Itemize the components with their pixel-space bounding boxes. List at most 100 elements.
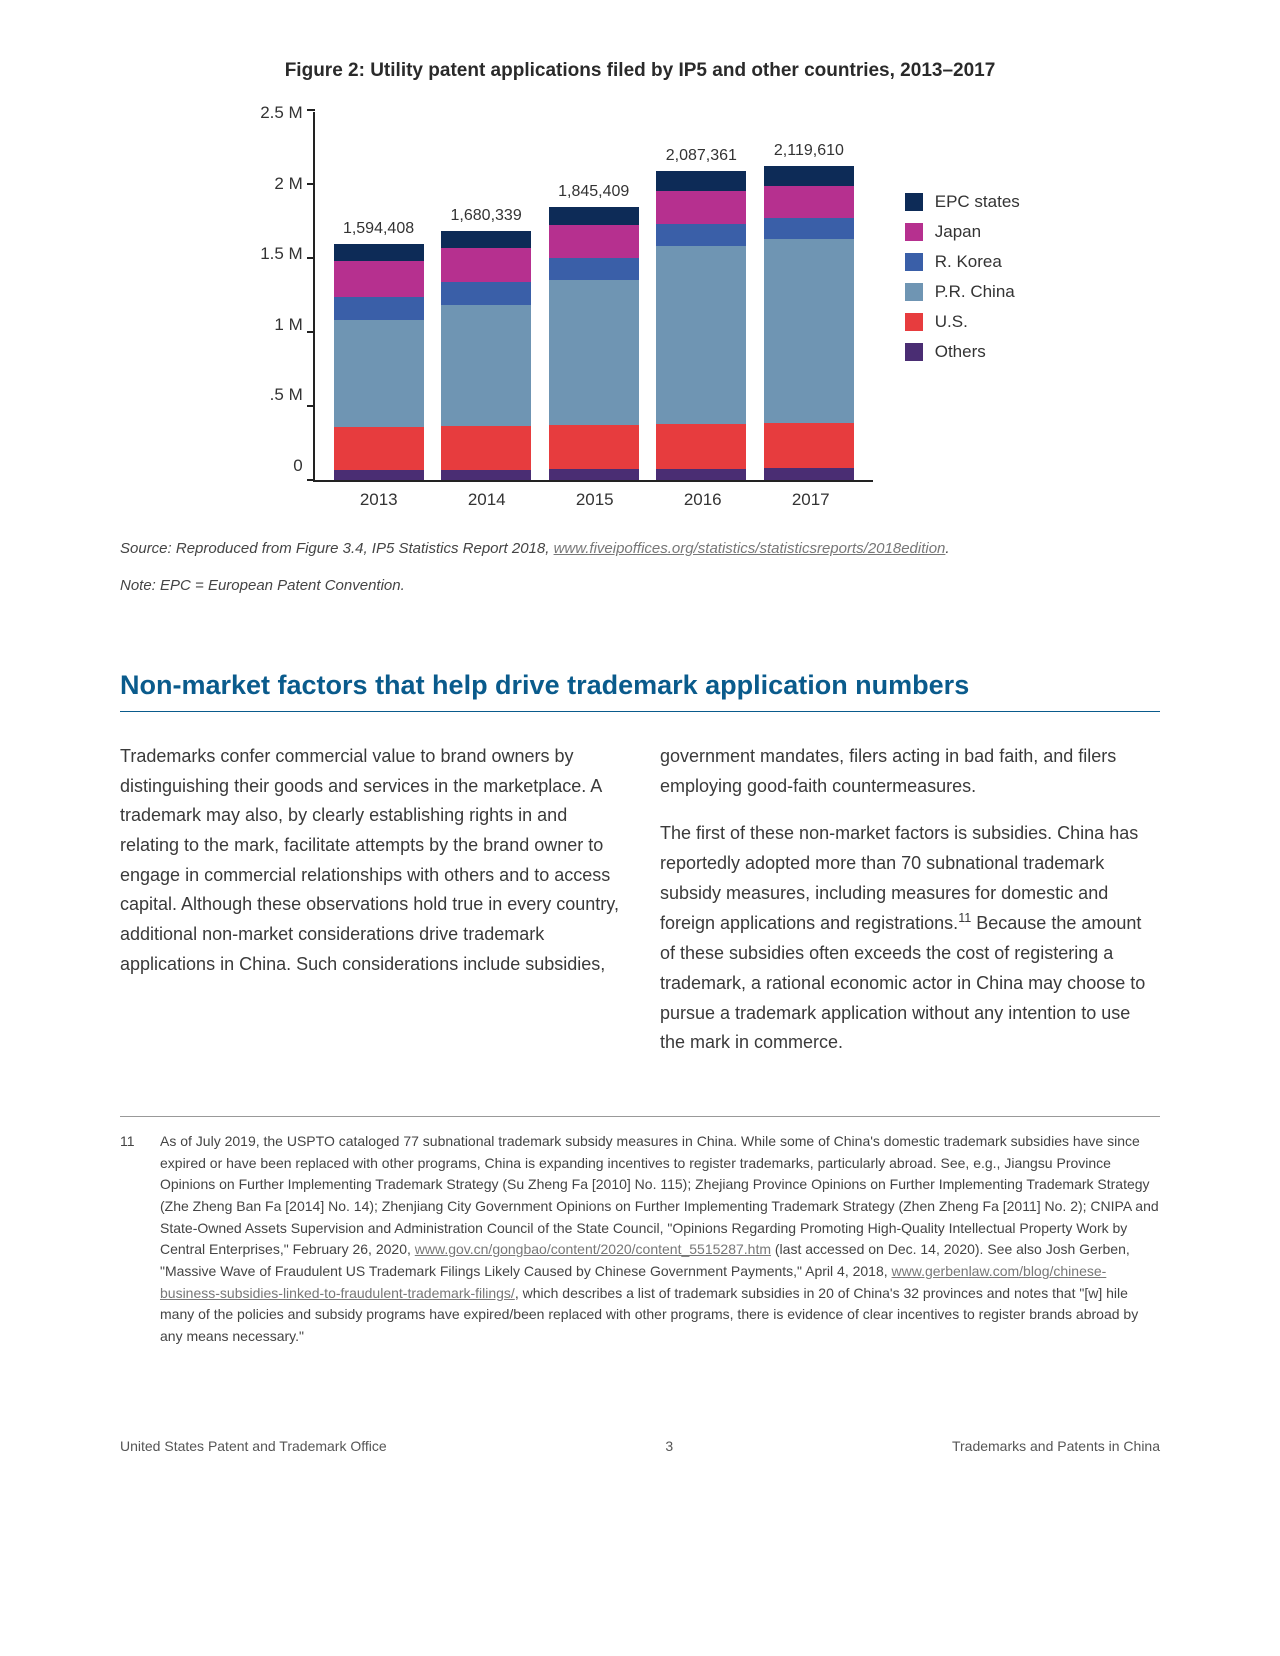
legend-item: Japan: [905, 222, 1020, 242]
footnote-ref: 11: [958, 911, 971, 925]
bar-segment: [764, 468, 854, 480]
bar-group: 2,087,361: [656, 147, 746, 480]
bar-segment: [334, 470, 424, 480]
footnote-rule: [120, 1116, 1160, 1117]
y-tick-label: 1 M: [274, 316, 302, 333]
bar-segment: [656, 469, 746, 480]
source-prefix: Source: Reproduced from Figure 3.4, IP5 …: [120, 540, 554, 557]
legend-label: EPC states: [935, 192, 1020, 212]
bar-segment: [549, 258, 639, 280]
x-tick-label: 2015: [550, 490, 640, 510]
bar-segment: [549, 425, 639, 469]
stacked-bar: [764, 166, 854, 480]
legend: EPC states Japan R. Korea P.R. China U.S. Oth…: [905, 112, 1020, 372]
bar-segment: [441, 470, 531, 480]
stacked-bar: [656, 171, 746, 480]
bar-segment: [549, 469, 639, 480]
plot-area: 1,594,408 1,680,339 1,845,409 2,087,361 2,11…: [313, 112, 873, 482]
bar-segment: [656, 224, 746, 246]
bar-group: 1,680,339: [441, 207, 531, 480]
legend-item: R. Korea: [905, 252, 1020, 272]
footer-right: Trademarks and Patents in China: [952, 1438, 1160, 1454]
bar-segment: [441, 282, 531, 305]
chart-container: 2.5 M2 M1.5 M1 M.5 M0 1,594,4081,680,339…: [120, 112, 1160, 510]
source-link[interactable]: www.fiveipoffices.org/statistics/statist…: [554, 540, 946, 557]
bar-segment: [656, 191, 746, 224]
legend-swatch: [905, 223, 923, 241]
footnote-link[interactable]: www.gov.cn/gongbao/content/2020/content_…: [415, 1241, 771, 1257]
bar-segment: [656, 171, 746, 191]
note-line: Note: EPC = European Patent Convention.: [120, 572, 1160, 601]
source-suffix: .: [945, 540, 949, 557]
bar-total-label: 1,845,409: [558, 183, 629, 201]
footnote-number: 11: [120, 1131, 160, 1348]
stacked-bar: [549, 207, 639, 480]
bar-segment: [764, 186, 854, 217]
legend-swatch: [905, 193, 923, 211]
legend-label: R. Korea: [935, 252, 1002, 272]
legend-swatch: [905, 253, 923, 271]
legend-swatch: [905, 283, 923, 301]
y-tick-mark: [307, 479, 315, 481]
y-tick-mark: [307, 331, 315, 333]
y-tick-label: 2 M: [274, 175, 302, 192]
bar-group: 1,594,408: [334, 220, 424, 480]
y-tick-mark: [307, 257, 315, 259]
bar-segment: [334, 261, 424, 297]
bar-segment: [764, 423, 854, 469]
bar-segment: [334, 244, 424, 261]
x-tick-label: 2013: [334, 490, 424, 510]
bar-group: 1,845,409: [549, 183, 639, 480]
column-left: Trademarks confer commercial value to br…: [120, 742, 620, 1076]
bar-segment: [764, 218, 854, 239]
bar-group: 2,119,610: [764, 142, 854, 480]
x-tick-label: 2016: [658, 490, 748, 510]
y-tick-label: .5 M: [270, 386, 303, 403]
y-tick-label: 2.5 M: [260, 104, 303, 121]
x-tick-label: 2014: [442, 490, 532, 510]
legend-item: Others: [905, 342, 1020, 362]
footer-left: United States Patent and Trademark Offic…: [120, 1438, 387, 1454]
section-heading: Non-market factors that help drive trade…: [120, 670, 1160, 712]
legend-label: P.R. China: [935, 282, 1015, 302]
body-text: Because the amount of these subsidies of…: [660, 913, 1145, 1052]
bar-segment: [441, 305, 531, 426]
legend-label: U.S.: [935, 312, 968, 332]
footnote: 11 As of July 2019, the USPTO cataloged …: [120, 1131, 1160, 1348]
x-tick-label: 2017: [766, 490, 856, 510]
bar-segment: [549, 207, 639, 225]
bar-segment: [334, 297, 424, 321]
bar-total-label: 1,680,339: [451, 207, 522, 225]
bar-segment: [764, 239, 854, 423]
body-paragraph: Trademarks confer commercial value to br…: [120, 742, 620, 980]
body-paragraph: government mandates, filers acting in ba…: [660, 742, 1160, 801]
legend-item: EPC states: [905, 192, 1020, 212]
figure-title: Figure 2: Utility patent applications fi…: [120, 60, 1160, 82]
source-line: Source: Reproduced from Figure 3.4, IP5 …: [120, 535, 1160, 564]
legend-item: P.R. China: [905, 282, 1020, 302]
body-columns: Trademarks confer commercial value to br…: [120, 742, 1160, 1076]
y-tick-mark: [307, 183, 315, 185]
legend-swatch: [905, 343, 923, 361]
footnote-text: As of July 2019, the USPTO cataloged 77 …: [160, 1131, 1160, 1348]
bar-segment: [656, 424, 746, 469]
bar-segment: [549, 280, 639, 425]
footnote-text-part: As of July 2019, the USPTO cataloged 77 …: [160, 1133, 1159, 1257]
bar-segment: [441, 248, 531, 281]
bar-segment: [441, 426, 531, 470]
bar-segment: [334, 427, 424, 470]
bar-segment: [441, 231, 531, 248]
body-paragraph: The first of these non-market factors is…: [660, 819, 1160, 1058]
y-tick-mark: [307, 405, 315, 407]
footer-page-number: 3: [665, 1438, 673, 1454]
bar-total-label: 2,087,361: [666, 147, 737, 165]
legend-item: U.S.: [905, 312, 1020, 332]
bar-total-label: 2,119,610: [774, 142, 844, 160]
column-right: government mandates, filers acting in ba…: [660, 742, 1160, 1076]
y-axis: 2.5 M2 M1.5 M1 M.5 M0: [260, 112, 313, 482]
y-tick-mark: [307, 109, 315, 111]
stacked-bar: [334, 244, 424, 480]
y-tick-label: 1.5 M: [260, 245, 303, 262]
bar-segment: [656, 246, 746, 424]
y-tick-label: 0: [293, 457, 302, 474]
